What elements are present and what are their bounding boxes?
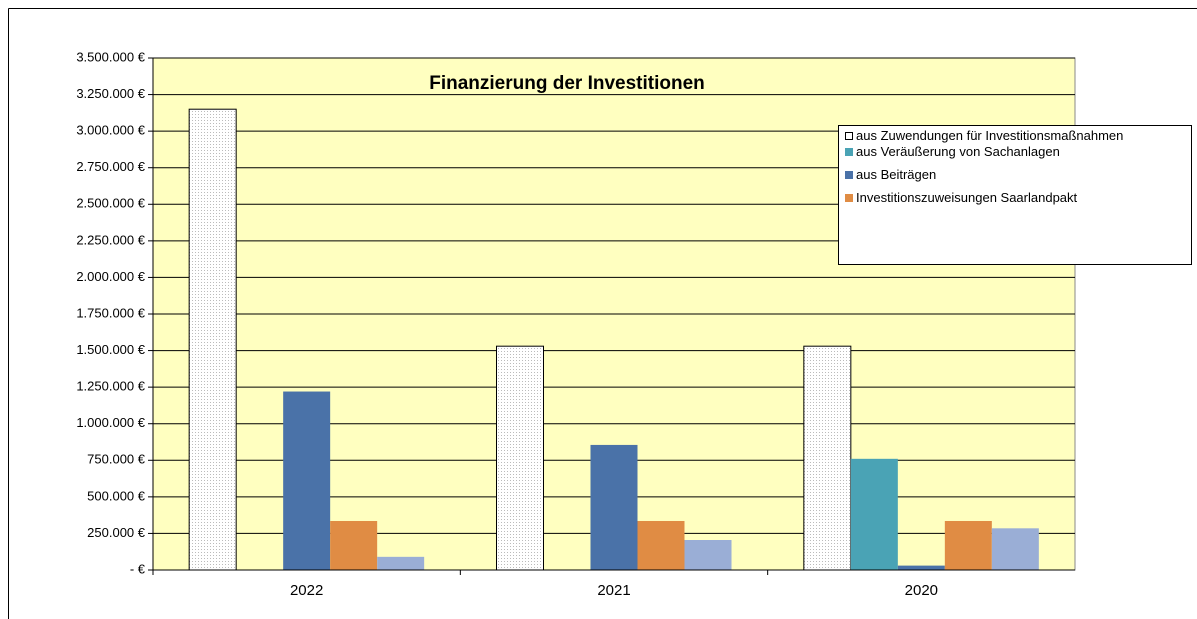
- bar: [991, 528, 1039, 570]
- bar: [188, 108, 237, 571]
- y-tick-label: 750.000 €: [87, 452, 146, 467]
- legend: aus Zuwendungen für Investitionsmaßnahme…: [838, 125, 1192, 265]
- bar: [944, 520, 992, 570]
- bar: [897, 565, 945, 570]
- y-tick-label: 2.750.000 €: [76, 159, 145, 174]
- legend-swatch: [845, 194, 853, 202]
- y-tick-label: 250.000 €: [87, 525, 146, 540]
- legend-label: aus Zuwendungen für Investitionsmaßnahme…: [856, 128, 1124, 143]
- bar: [377, 556, 425, 570]
- bar: [283, 391, 331, 570]
- y-tick-label: 2.000.000 €: [76, 269, 145, 284]
- bar: [590, 444, 638, 570]
- y-tick-label: 1.250.000 €: [76, 379, 145, 394]
- y-tick-label: 3.000.000 €: [76, 123, 145, 138]
- y-tick-label: 500.000 €: [87, 488, 146, 503]
- y-tick-label: 2.250.000 €: [76, 232, 145, 247]
- legend-label: aus Beiträgen: [856, 167, 937, 182]
- chart-title: Finanzierung der Investitionen: [429, 73, 705, 94]
- y-tick-label: 1.500.000 €: [76, 342, 145, 357]
- bar: [850, 458, 898, 570]
- x-tick-label: 2022: [290, 582, 323, 599]
- bar: [496, 345, 544, 571]
- legend-swatch: [845, 148, 853, 156]
- bar: [803, 345, 852, 571]
- y-tick-label: - €: [130, 561, 146, 576]
- legend-item: aus Veräußerung von Sachanlagen: [845, 145, 1185, 159]
- y-tick-label: 1.000.000 €: [76, 415, 145, 430]
- legend-label: Investitionszuweisungen Saarlandpakt: [856, 190, 1078, 205]
- bar: [330, 520, 378, 570]
- y-tick-label: 2.500.000 €: [76, 196, 145, 211]
- legend-swatch: [845, 171, 853, 179]
- legend-item: aus Beiträgen: [845, 168, 1185, 182]
- y-tick-label: 3.250.000 €: [76, 86, 145, 101]
- y-tick-label: 1.750.000 €: [76, 305, 145, 320]
- bar: [684, 540, 732, 570]
- legend-label: aus Veräußerung von Sachanlagen: [856, 144, 1060, 159]
- bar: [637, 520, 685, 570]
- y-tick-label: 3.500.000 €: [76, 49, 145, 64]
- x-tick-label: 2020: [905, 582, 938, 599]
- legend-item: Investitionszuweisungen Saarlandpakt: [845, 191, 1185, 205]
- x-tick-label: 2021: [597, 582, 630, 599]
- legend-item: aus Zuwendungen für Investitionsmaßnahme…: [845, 129, 1185, 143]
- legend-swatch: [845, 132, 853, 140]
